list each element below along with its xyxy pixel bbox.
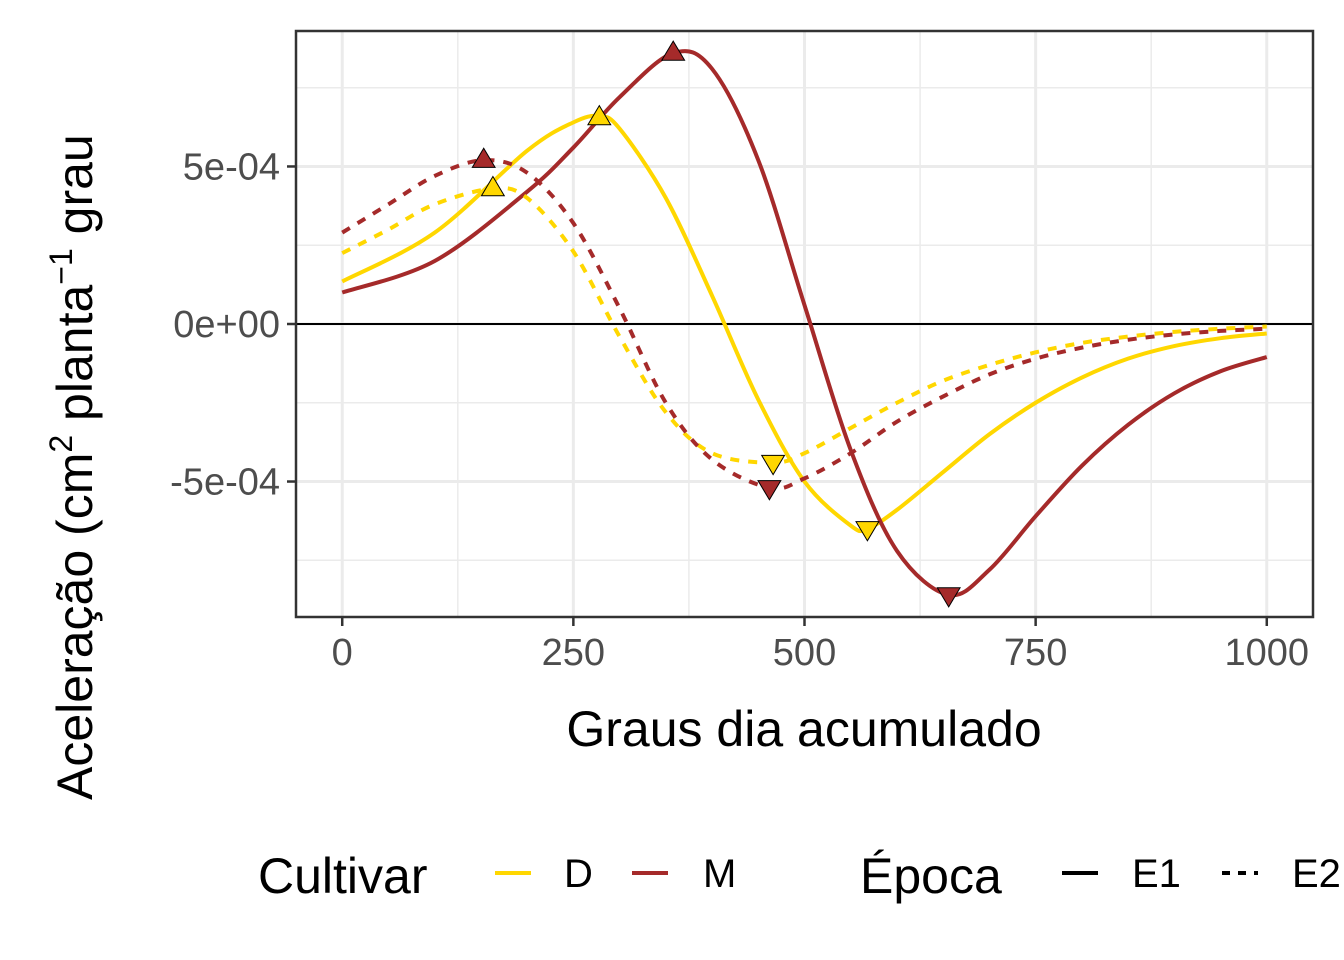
- series-line-m-e1: [341, 49, 1268, 598]
- legend-label-e2: E2: [1292, 852, 1341, 896]
- x-axis-title: Graus dia acumulado: [566, 701, 1041, 757]
- y-axis-title: Aceleração (cm2 planta−1 grau: [43, 134, 103, 800]
- extreme-markers: [471, 40, 961, 608]
- y-axis-title-part-b: planta: [47, 285, 103, 435]
- x-tick-label: 250: [542, 632, 605, 674]
- y-axis-title-sup-2: −1: [43, 248, 79, 284]
- x-tick-label: 0: [332, 632, 353, 674]
- marker-triangle-up-m-e1: [660, 40, 686, 61]
- y-axis-ticks: -5e-04 0e+00 5e-04: [170, 146, 296, 504]
- y-tick-label: 0e+00: [173, 304, 280, 346]
- x-tick-label: 750: [1004, 632, 1067, 674]
- marker-triangle-up-d-e1: [587, 104, 612, 126]
- legend-title-epoca: Época: [860, 848, 1002, 904]
- x-tick-label: 500: [773, 632, 836, 674]
- marker-triangle-up-m-e2: [471, 147, 496, 168]
- y-axis-title-part-a: Aceleração (cm: [47, 453, 103, 800]
- series-line-d-e2: [341, 186, 1267, 465]
- y-tick-label: -5e-04: [170, 462, 280, 504]
- x-axis-ticks: 0 250 500 750 1000: [332, 617, 1309, 674]
- marker-triangle-down-d-e1: [855, 521, 880, 542]
- series-line-d-e1: [341, 113, 1267, 534]
- marker-triangle-down-m-e2: [757, 480, 782, 501]
- y-axis-title-part-c: grau: [47, 134, 103, 248]
- series-lines: [341, 49, 1268, 598]
- legend-label-d: D: [564, 852, 593, 896]
- legend-label-e1: E1: [1132, 852, 1181, 896]
- marker-triangle-up-d-e2: [480, 175, 506, 197]
- legend-title-cultivar: Cultivar: [258, 848, 427, 904]
- marker-triangle-down-d-e2: [760, 454, 786, 476]
- y-tick-label: 5e-04: [183, 146, 280, 188]
- x-tick-label: 1000: [1224, 632, 1309, 674]
- y-axis-title-sup-1: 2: [43, 435, 79, 453]
- legend: Cultivar D M Época E1 E2: [258, 848, 1341, 904]
- series-line-m-e2: [341, 158, 1267, 491]
- legend-label-m: M: [703, 852, 736, 896]
- marker-triangle-down-m-e1: [936, 587, 961, 608]
